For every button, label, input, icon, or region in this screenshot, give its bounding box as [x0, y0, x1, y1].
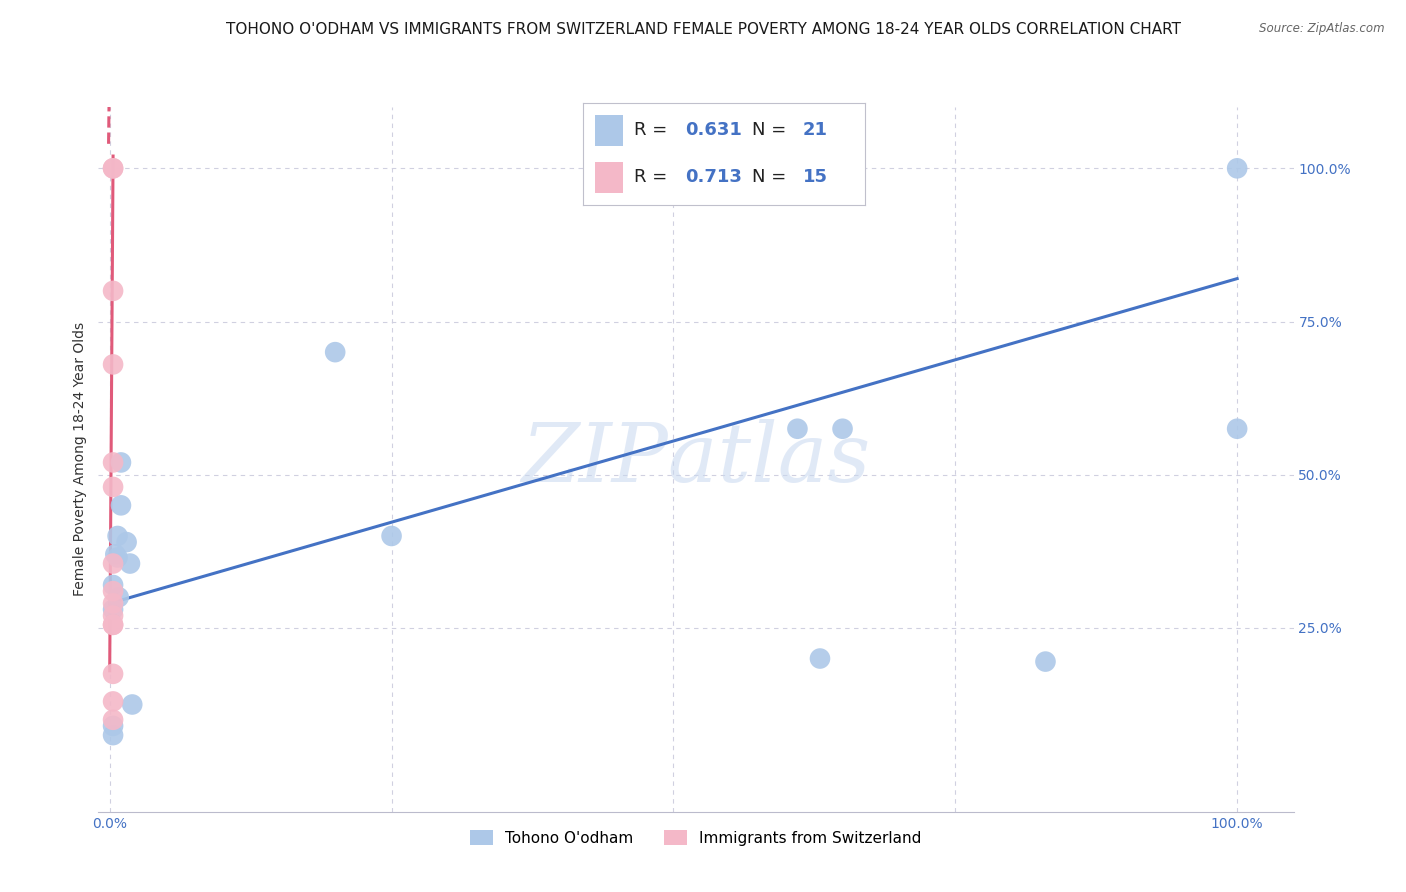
Point [101, 719, 124, 733]
Point [101, 728, 124, 742]
Text: TOHONO O'ODHAM VS IMMIGRANTS FROM SWITZERLAND FEMALE POVERTY AMONG 18-24 YEAR OL: TOHONO O'ODHAM VS IMMIGRANTS FROM SWITZE… [225, 22, 1181, 37]
Point [115, 535, 138, 549]
Point [101, 608, 124, 623]
Text: R =: R = [634, 121, 673, 139]
Point [101, 617, 124, 632]
Point [101, 161, 124, 176]
Point [101, 596, 124, 610]
Text: 0.713: 0.713 [685, 169, 741, 186]
Point [1035, 655, 1057, 669]
Point [101, 161, 124, 176]
Point [808, 651, 831, 665]
Legend: Tohono O'odham, Immigrants from Switzerland: Tohono O'odham, Immigrants from Switzerl… [463, 822, 929, 854]
Point [110, 499, 132, 513]
Text: N =: N = [752, 169, 792, 186]
Text: ZIP​atlas: ZIP​atlas [522, 419, 870, 500]
Text: 21: 21 [803, 121, 828, 139]
Point [101, 584, 124, 599]
Point [323, 345, 346, 359]
Point [101, 358, 124, 372]
Point [101, 480, 124, 494]
Point [118, 557, 141, 571]
Point [121, 698, 143, 712]
Point [101, 578, 124, 592]
Text: Source: ZipAtlas.com: Source: ZipAtlas.com [1260, 22, 1385, 36]
Point [101, 284, 124, 298]
Point [107, 591, 129, 605]
Text: 15: 15 [803, 169, 828, 186]
Point [1226, 422, 1249, 436]
Point [101, 602, 124, 616]
Point [101, 557, 124, 571]
Bar [595, 115, 623, 145]
Point [110, 455, 132, 469]
Point [101, 666, 124, 681]
Point [107, 550, 129, 565]
Point [831, 422, 853, 436]
Point [101, 694, 124, 708]
Point [1226, 161, 1249, 176]
Point [101, 617, 124, 632]
Point [101, 713, 124, 727]
Point [380, 529, 402, 543]
Text: 0.631: 0.631 [685, 121, 741, 139]
Point [104, 547, 127, 561]
Bar [595, 162, 623, 193]
Y-axis label: Female Poverty Among 18-24 Year Olds: Female Poverty Among 18-24 Year Olds [73, 322, 87, 597]
Point [786, 422, 808, 436]
Point [101, 455, 124, 469]
Point [107, 529, 129, 543]
Text: R =: R = [634, 169, 673, 186]
Text: N =: N = [752, 121, 792, 139]
